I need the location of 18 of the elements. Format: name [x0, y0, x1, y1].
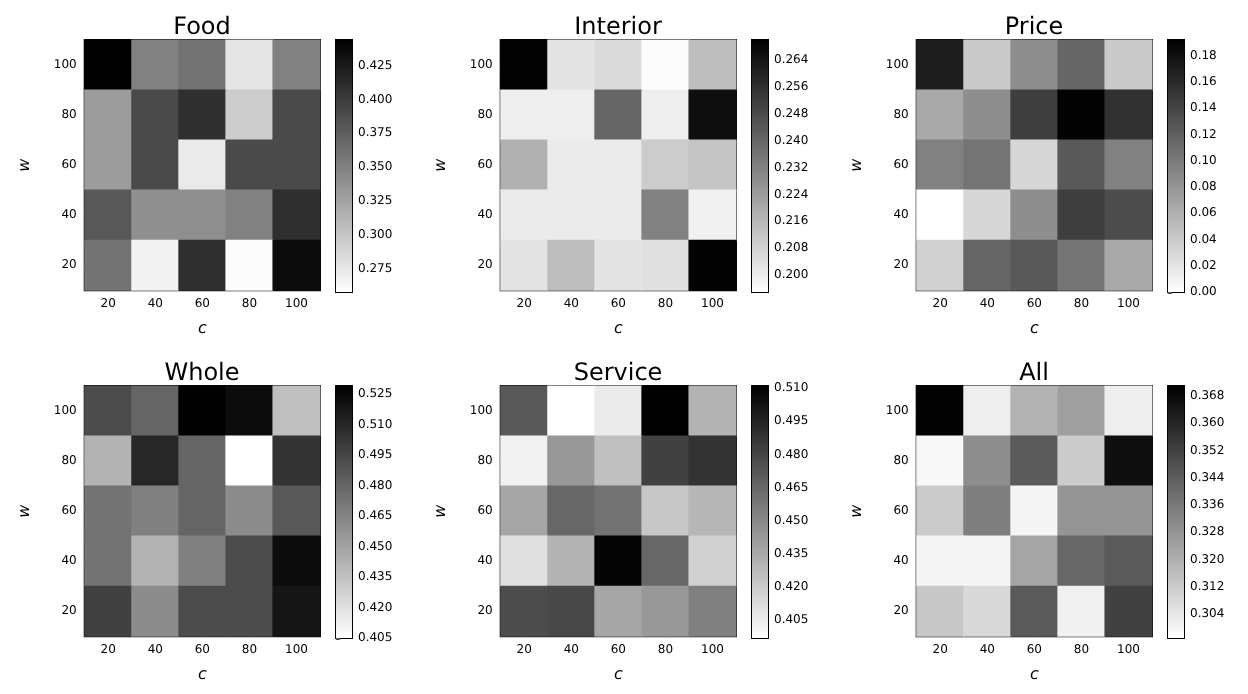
chart-title: All [1019, 358, 1049, 386]
x-axis-title: c [1029, 665, 1040, 683]
chart-title: Interior [574, 12, 662, 40]
y-axis-title: w [847, 503, 865, 518]
y-axis-title: w [15, 503, 33, 518]
x-axis-title: c [197, 665, 208, 683]
y-axis-title: w [847, 157, 865, 172]
chart-title: Whole [164, 358, 240, 386]
x-axis-title: c [613, 319, 624, 337]
y-axis-title: w [431, 503, 449, 518]
x-axis-title: c [613, 665, 624, 683]
x-axis-title: c [1029, 319, 1040, 337]
chart-title: Service [573, 358, 663, 386]
chart-title: Food [173, 12, 231, 40]
y-axis-title: w [431, 157, 449, 172]
y-axis-title: w [15, 157, 33, 172]
x-axis-title: c [197, 319, 208, 337]
chart-title: Price [1004, 12, 1064, 40]
